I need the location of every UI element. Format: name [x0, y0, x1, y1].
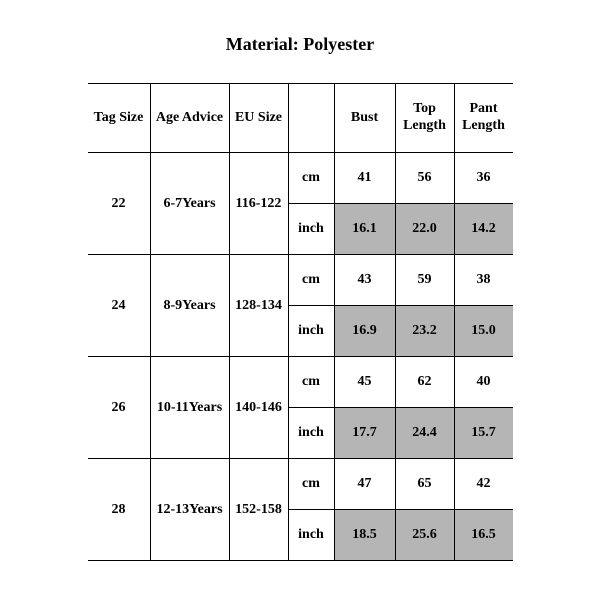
cell-tag-size: 28: [88, 459, 151, 561]
cell-eu: 116-122: [229, 153, 288, 255]
cell-unit-inch: inch: [288, 408, 334, 459]
cell-bust: 41: [334, 153, 395, 204]
cell-pant: 14.2: [454, 204, 513, 255]
cell-top: 65: [395, 459, 454, 510]
cell-top: 56: [395, 153, 454, 204]
table-body: 22 6-7Years 116-122 cm 41 56 36 inch 16.…: [88, 153, 513, 561]
cell-top: 22.0: [395, 204, 454, 255]
cell-unit-inch: inch: [288, 204, 334, 255]
cell-unit-inch: inch: [288, 306, 334, 357]
cell-top: 24.4: [395, 408, 454, 459]
table-row: 22 6-7Years 116-122 cm 41 56 36: [88, 153, 513, 204]
cell-bust: 43: [334, 255, 395, 306]
cell-age: 8-9Years: [150, 255, 229, 357]
cell-top: 59: [395, 255, 454, 306]
cell-bust: 47: [334, 459, 395, 510]
cell-age: 6-7Years: [150, 153, 229, 255]
col-eu-size: EU Size: [229, 84, 288, 153]
table-row: 24 8-9Years 128-134 cm 43 59 38: [88, 255, 513, 306]
table-row: 28 12-13Years 152-158 cm 47 65 42: [88, 459, 513, 510]
cell-pant: 42: [454, 459, 513, 510]
cell-tag-size: 24: [88, 255, 151, 357]
size-table: Tag Size Age Advice EU Size Bust Top Len…: [88, 83, 513, 561]
cell-bust: 17.7: [334, 408, 395, 459]
cell-bust: 16.1: [334, 204, 395, 255]
cell-pant: 15.7: [454, 408, 513, 459]
cell-pant: 16.5: [454, 510, 513, 561]
col-pant-length: Pant Length: [454, 84, 513, 153]
cell-tag-size: 26: [88, 357, 151, 459]
page-title: Material: Polyester: [0, 34, 600, 55]
cell-pant: 38: [454, 255, 513, 306]
cell-age: 10-11Years: [150, 357, 229, 459]
table-row: 26 10-11Years 140-146 cm 45 62 40: [88, 357, 513, 408]
cell-pant: 15.0: [454, 306, 513, 357]
cell-unit-cm: cm: [288, 255, 334, 306]
cell-top: 25.6: [395, 510, 454, 561]
cell-age: 12-13Years: [150, 459, 229, 561]
cell-unit-cm: cm: [288, 153, 334, 204]
col-top-length: Top Length: [395, 84, 454, 153]
col-age-advice: Age Advice: [150, 84, 229, 153]
cell-pant: 40: [454, 357, 513, 408]
cell-unit-cm: cm: [288, 459, 334, 510]
col-bust: Bust: [334, 84, 395, 153]
col-unit: [288, 84, 334, 153]
table-header-row: Tag Size Age Advice EU Size Bust Top Len…: [88, 84, 513, 153]
cell-unit-inch: inch: [288, 510, 334, 561]
cell-eu: 152-158: [229, 459, 288, 561]
cell-pant: 36: [454, 153, 513, 204]
cell-eu: 128-134: [229, 255, 288, 357]
cell-unit-cm: cm: [288, 357, 334, 408]
cell-bust: 18.5: [334, 510, 395, 561]
cell-eu: 140-146: [229, 357, 288, 459]
col-tag-size: Tag Size: [88, 84, 151, 153]
cell-tag-size: 22: [88, 153, 151, 255]
cell-bust: 45: [334, 357, 395, 408]
cell-bust: 16.9: [334, 306, 395, 357]
cell-top: 23.2: [395, 306, 454, 357]
cell-top: 62: [395, 357, 454, 408]
